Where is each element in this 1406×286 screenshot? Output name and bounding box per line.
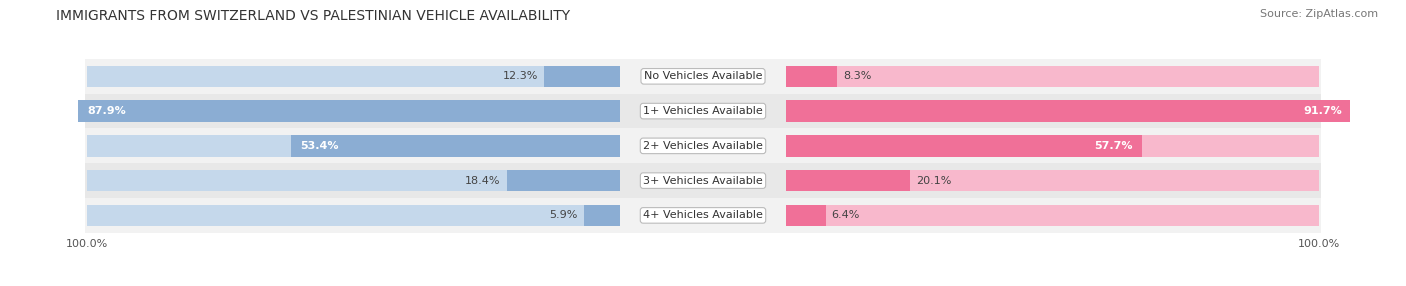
Bar <box>87 204 620 226</box>
Bar <box>786 170 910 191</box>
Bar <box>291 135 620 157</box>
Bar <box>786 135 1142 157</box>
Bar <box>786 204 1319 226</box>
Text: 3+ Vehicles Available: 3+ Vehicles Available <box>643 176 763 186</box>
Bar <box>87 65 620 87</box>
Bar <box>79 100 620 122</box>
Bar <box>786 204 825 226</box>
Text: 53.4%: 53.4% <box>299 141 339 151</box>
Bar <box>583 204 620 226</box>
Bar <box>87 135 620 157</box>
Text: 87.9%: 87.9% <box>87 106 127 116</box>
Bar <box>786 170 1319 191</box>
Text: 6.4%: 6.4% <box>832 210 860 221</box>
Bar <box>786 65 1319 87</box>
Bar <box>786 100 1319 122</box>
Bar <box>786 100 1351 122</box>
Text: 91.7%: 91.7% <box>1303 106 1341 116</box>
Bar <box>506 170 620 191</box>
Bar <box>786 65 838 87</box>
Bar <box>87 100 620 122</box>
Text: No Vehicles Available: No Vehicles Available <box>644 71 762 81</box>
Text: Source: ZipAtlas.com: Source: ZipAtlas.com <box>1260 9 1378 19</box>
Bar <box>86 59 1320 94</box>
Bar <box>86 94 1320 128</box>
Text: 12.3%: 12.3% <box>502 71 538 81</box>
Bar <box>86 128 1320 163</box>
Bar <box>86 198 1320 233</box>
Text: 8.3%: 8.3% <box>844 71 872 81</box>
Text: 57.7%: 57.7% <box>1094 141 1132 151</box>
Text: 1+ Vehicles Available: 1+ Vehicles Available <box>643 106 763 116</box>
Bar <box>786 135 1319 157</box>
Text: 20.1%: 20.1% <box>917 176 952 186</box>
Text: 4+ Vehicles Available: 4+ Vehicles Available <box>643 210 763 221</box>
Text: 5.9%: 5.9% <box>548 210 578 221</box>
Bar <box>86 163 1320 198</box>
Bar <box>544 65 620 87</box>
Text: IMMIGRANTS FROM SWITZERLAND VS PALESTINIAN VEHICLE AVAILABILITY: IMMIGRANTS FROM SWITZERLAND VS PALESTINI… <box>56 9 571 23</box>
Text: 2+ Vehicles Available: 2+ Vehicles Available <box>643 141 763 151</box>
Bar <box>87 170 620 191</box>
Text: 18.4%: 18.4% <box>465 176 501 186</box>
